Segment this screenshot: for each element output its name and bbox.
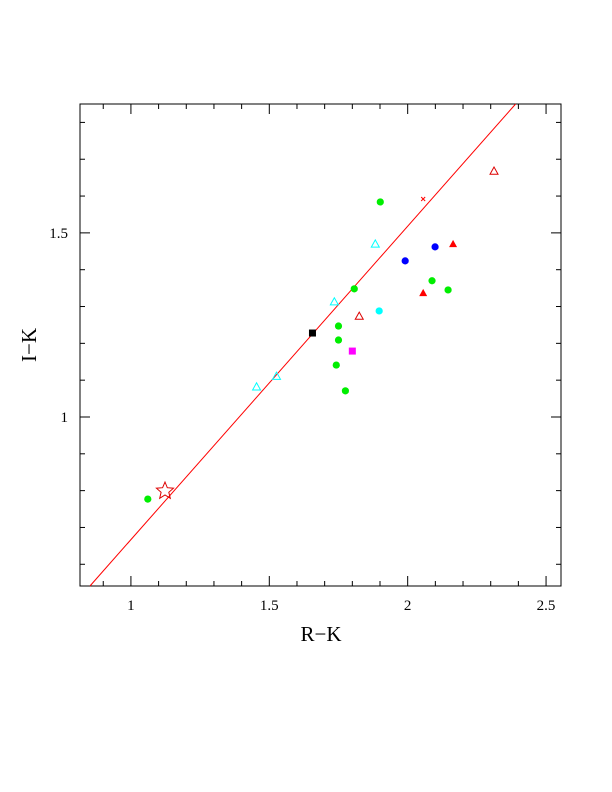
point: [376, 198, 384, 206]
point: [329, 296, 340, 306]
fit-line: [89, 103, 516, 587]
x-tick-label: 1: [127, 598, 135, 614]
x-axis-label: R−K: [300, 622, 341, 646]
point: [489, 165, 499, 175]
point: [420, 196, 426, 202]
point: [332, 361, 340, 369]
x-tick-label: 1.5: [260, 598, 279, 614]
point: [334, 322, 343, 330]
point: [354, 311, 365, 320]
point: [401, 257, 409, 265]
point: [431, 243, 439, 251]
point: [348, 347, 356, 355]
y-axis-label: I−K: [17, 328, 41, 362]
point: [428, 277, 436, 285]
point: [350, 285, 358, 293]
plot-frame: [79, 103, 562, 587]
point: [334, 336, 343, 344]
y-tick-label: 1: [61, 410, 69, 426]
point: [341, 387, 350, 395]
point: [308, 329, 316, 337]
point: [444, 286, 452, 294]
point: [370, 238, 381, 248]
y-tick-label: 1.5: [49, 226, 68, 242]
x-tick-label: 2: [404, 598, 412, 614]
point: [144, 495, 152, 503]
point: [375, 307, 383, 315]
point: [271, 371, 282, 380]
x-tick-label: 2.5: [537, 598, 556, 614]
point: [251, 381, 262, 391]
point: [449, 239, 458, 248]
point: [419, 288, 428, 297]
point: [155, 480, 175, 500]
